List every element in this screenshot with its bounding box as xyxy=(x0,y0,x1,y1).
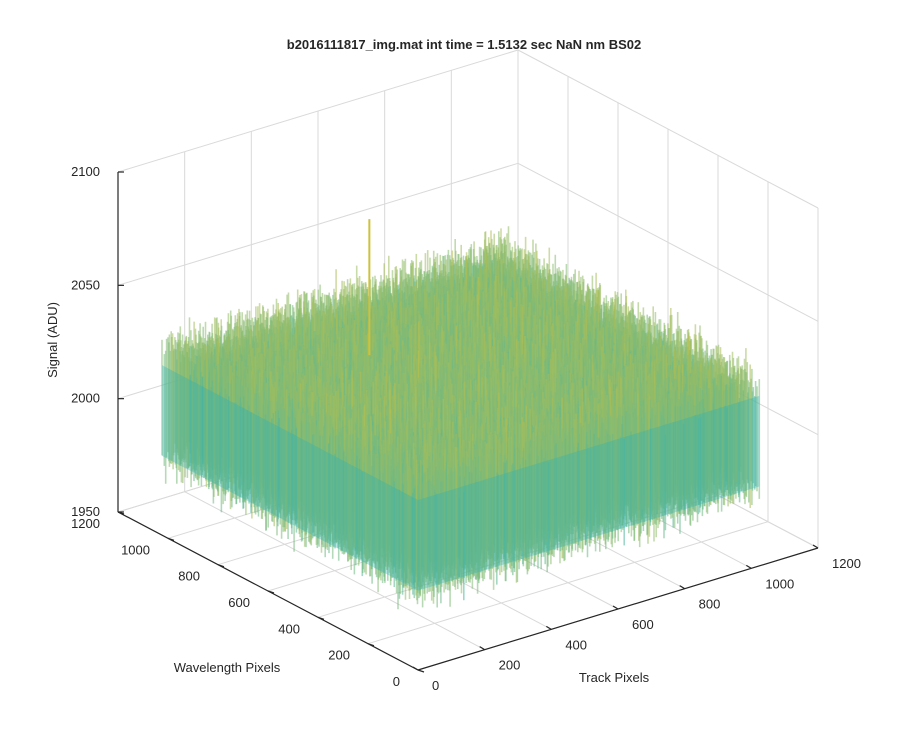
wall-grid-line xyxy=(117,162,519,286)
wall-grid-line xyxy=(517,49,819,209)
floor-grid-line xyxy=(367,521,769,645)
wall-grid-line xyxy=(517,162,819,322)
wall-grid-line xyxy=(117,49,519,173)
surface-layer xyxy=(161,219,761,610)
